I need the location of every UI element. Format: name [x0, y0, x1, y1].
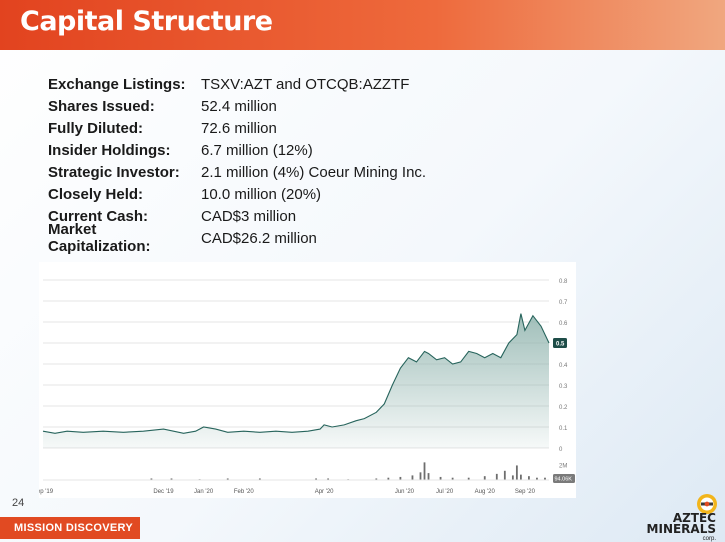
- volume-bar: [258, 478, 261, 480]
- info-label: Fully Diluted:: [48, 119, 143, 137]
- logo-emblem-icon: [697, 494, 717, 514]
- info-value: 52.4 million: [201, 97, 277, 115]
- current-volume-badge: [553, 474, 575, 483]
- x-tick-label: Aug '20: [475, 489, 496, 495]
- info-row-current-cash: Current Cash: CAD$3 million: [48, 205, 426, 227]
- price-tick-label: 0.7: [559, 300, 568, 306]
- x-tick-label: Apr '20: [315, 489, 334, 495]
- title-bar: Capital Structure: [0, 0, 725, 50]
- info-row-closely-held: Closely Held: 10.0 million (20%): [48, 183, 426, 205]
- info-value: CAD$26.2 million: [201, 229, 317, 247]
- price-tick-label: 0.8: [559, 279, 568, 285]
- volume-bar: [419, 472, 422, 480]
- volume-bar: [411, 475, 414, 480]
- volume-bar: [495, 473, 498, 480]
- price-tick-label: 0.6: [559, 321, 568, 327]
- x-tick-label: Jul '20: [436, 489, 454, 495]
- page-number: 24: [12, 497, 25, 509]
- logo-line-1: AZTEC: [672, 511, 716, 525]
- price-volume-svg: 00.10.20.30.40.50.60.70.82M0.594.06KSep …: [33, 279, 575, 495]
- info-label: Closely Held:: [48, 185, 144, 203]
- price-series-line: [42, 313, 550, 434]
- info-label: Strategic Investor:: [48, 163, 180, 181]
- price-tick-label: 0: [559, 447, 563, 453]
- info-row-exchange: Exchange Listings: TSXV:AZT and OTCQB:AZ…: [48, 73, 426, 95]
- x-tick-label: Sep '19: [39, 489, 54, 495]
- volume-bar: [150, 478, 153, 480]
- stock-price-chart: 00.10.20.30.40.50.60.70.82M0.594.06KSep …: [33, 262, 576, 498]
- volume-bar: [399, 476, 402, 480]
- info-value: 10.0 million (20%): [201, 185, 322, 203]
- info-label: Shares Issued:: [48, 97, 155, 115]
- volume-bar: [387, 477, 390, 480]
- info-label: Exchange Listings:: [48, 75, 186, 93]
- volume-bar: [451, 477, 454, 480]
- info-value: 2.1 million (4%) Coeur Mining Inc.: [201, 163, 427, 181]
- price-tick-label: 0.1: [559, 426, 568, 432]
- capital-structure-table: Exchange Listings: TSXV:AZT and OTCQB:AZ…: [48, 73, 426, 256]
- volume-bar: [511, 475, 514, 480]
- volume-bar: [439, 476, 442, 480]
- logo-corp: corp.: [702, 536, 716, 542]
- current-price-badge: [553, 338, 567, 348]
- volume-bar: [375, 478, 378, 480]
- slide-title: Capital Structure: [20, 6, 273, 37]
- volume-tick-label: 2M: [559, 464, 567, 470]
- volume-bar: [423, 462, 426, 480]
- logo-line-2: MINERALS: [646, 522, 716, 536]
- volume-bar: [315, 478, 317, 480]
- info-row-market-cap: Market Capitalization: CAD$26.2 million: [48, 221, 426, 255]
- info-value: TSXV:AZT and OTCQB:AZZTF: [201, 75, 410, 93]
- volume-bar: [536, 477, 538, 480]
- price-tick-label: 0.3: [559, 384, 568, 390]
- volume-bar: [226, 478, 229, 480]
- aztec-minerals-logo: AZTEC MINERALS corp.: [640, 493, 720, 542]
- logo-wordmark: AZTEC MINERALS: [640, 511, 716, 536]
- x-tick-label: Dec '19: [153, 489, 174, 495]
- volume-bar: [515, 465, 518, 480]
- current-volume-label: 94.06K: [555, 477, 573, 483]
- price-tick-label: 0.4: [559, 363, 568, 369]
- info-value: CAD$3 million: [201, 207, 297, 225]
- current-price-label: 0.5: [556, 342, 565, 348]
- x-tick-label: Feb '20: [234, 489, 254, 495]
- volume-bar: [528, 476, 530, 480]
- x-tick-label: Sep '20: [515, 489, 536, 495]
- info-value: 6.7 million (12%): [201, 141, 313, 159]
- volume-bar: [467, 477, 470, 480]
- info-row-shares-issued: Shares Issued: 52.4 million: [48, 95, 426, 117]
- volume-bar: [427, 473, 430, 480]
- price-area: [43, 313, 549, 448]
- volume-bar: [503, 470, 506, 480]
- info-label: Insider Holdings:: [48, 141, 171, 159]
- info-row-strategic-investor: Strategic Investor: 2.1 million (4%) Coe…: [48, 161, 426, 183]
- volume-bar: [544, 477, 546, 480]
- volume-bar: [170, 478, 173, 480]
- price-tick-label: 0.2: [559, 405, 568, 411]
- x-tick-label: Jan '20: [194, 489, 214, 495]
- info-label: Market Capitalization:: [48, 221, 151, 255]
- info-row-fully-diluted: Fully Diluted: 72.6 million: [48, 117, 426, 139]
- volume-bar: [327, 478, 330, 480]
- info-value: 72.6 million: [201, 119, 277, 137]
- volume-bar: [483, 476, 486, 480]
- info-row-insider-holdings: Insider Holdings: 6.7 million (12%): [48, 139, 426, 161]
- volume-bar: [519, 474, 522, 480]
- info-label: Current Cash:: [48, 207, 149, 225]
- mission-discovery-tag: MISSION DISCOVERY: [0, 517, 140, 539]
- x-tick-label: Jun '20: [395, 489, 415, 495]
